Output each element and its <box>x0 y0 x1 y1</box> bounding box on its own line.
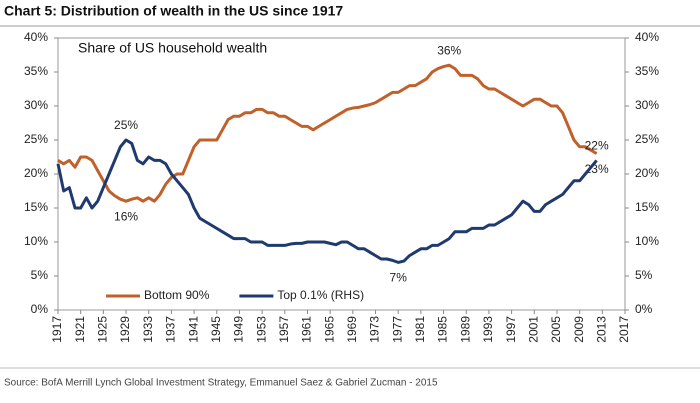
plot-frame <box>57 37 626 311</box>
x-tick-label: 1973 <box>368 316 382 343</box>
data-label: 16% <box>114 209 138 223</box>
y2-tick-label: 25% <box>635 132 659 146</box>
x-tick-label: 1929 <box>118 316 132 343</box>
y-tick-label: 30% <box>24 98 48 112</box>
data-label: 22% <box>585 139 609 153</box>
y-tick-label: 0% <box>31 302 49 316</box>
y-tick-label: 15% <box>24 200 48 214</box>
y2-tick-label: 0% <box>635 302 653 316</box>
x-tick-label: 1937 <box>164 316 178 343</box>
y2-tick-label: 5% <box>635 268 653 282</box>
source: Source: BofA Merrill Lynch Global Invest… <box>4 378 438 389</box>
series-line <box>56 138 598 264</box>
y2-tick-label: 40% <box>635 30 659 44</box>
x-tick-label: 2005 <box>549 316 563 343</box>
x-tick-label: 1917 <box>50 316 64 343</box>
y-tick-label: 5% <box>31 268 49 282</box>
data-label: 25% <box>114 118 138 132</box>
x-tick-label: 1981 <box>413 316 427 343</box>
y2-tick-label: 10% <box>635 234 659 248</box>
y2-tick-label: 35% <box>635 64 659 78</box>
data-label: 7% <box>390 271 408 285</box>
x-tick-label: 1957 <box>277 316 291 343</box>
y-tick-label: 40% <box>24 30 48 44</box>
y-tick-label: 25% <box>24 132 48 146</box>
y2-tick-label: 15% <box>635 200 659 214</box>
x-tick-label: 1997 <box>504 316 518 343</box>
x-tick-label: 1969 <box>345 316 359 343</box>
x-tick-label: 1953 <box>254 316 268 343</box>
y2-tick-label: 20% <box>635 166 659 180</box>
x-tick-label: 1989 <box>458 316 472 343</box>
data-label: 36% <box>437 43 461 57</box>
x-tick-label: 1945 <box>209 316 223 343</box>
y2-tick-label: 30% <box>635 98 659 112</box>
x-tick-label: 2001 <box>526 316 540 343</box>
x-tick-label: 1925 <box>96 316 110 343</box>
x-tick-label: 2013 <box>594 316 608 343</box>
annotation: Share of US household wealth <box>78 40 267 56</box>
x-tick-label: 1941 <box>186 316 200 343</box>
x-tick-label: 2009 <box>572 316 586 343</box>
x-tick-label: 1985 <box>436 316 450 343</box>
x-tick-label: 1949 <box>232 316 246 343</box>
y-tick-label: 20% <box>24 166 48 180</box>
series-line <box>57 63 598 203</box>
x-tick-label: 1977 <box>390 316 404 343</box>
legend-label: Bottom 90% <box>144 288 210 302</box>
x-tick-label: 1993 <box>481 316 495 343</box>
x-tick-label: 1921 <box>73 316 87 343</box>
x-tick-label: 1933 <box>141 316 155 343</box>
y-tick-label: 35% <box>24 64 48 78</box>
legend-label: Top 0.1% (RHS) <box>277 288 364 302</box>
x-tick-label: 2017 <box>617 316 631 343</box>
y-tick-label: 10% <box>24 234 48 248</box>
chart-title: Chart 5: Distribution of wealth in the U… <box>4 3 343 19</box>
x-tick-label: 1965 <box>322 316 336 343</box>
x-tick-label: 1961 <box>300 316 314 343</box>
